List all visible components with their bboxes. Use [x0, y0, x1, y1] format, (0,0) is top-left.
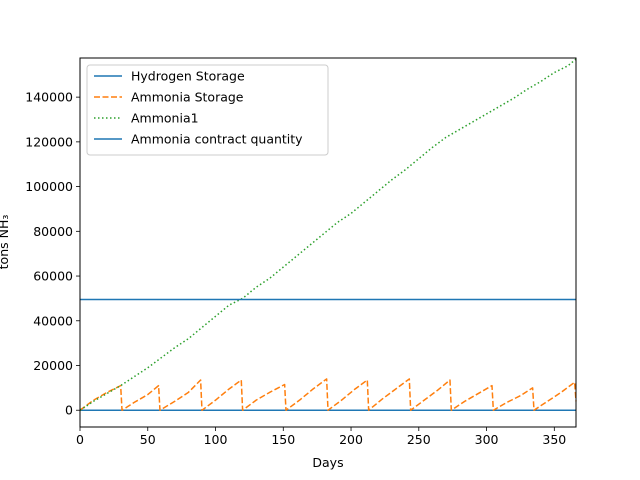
- series-layer: [79, 58, 577, 411]
- y-tick-label: 0: [65, 403, 73, 418]
- legend-label-4: Ammonia contract quantity: [131, 132, 303, 147]
- x-tick-label: 150: [271, 432, 295, 447]
- legend: Hydrogen Storage Ammonia Storage Ammonia1 A…: [86, 64, 329, 156]
- legend-label-1: Hydrogen Storage: [131, 69, 245, 84]
- x-tick-label: 350: [542, 432, 566, 447]
- legend-label-2: Ammonia Storage: [131, 90, 244, 105]
- x-tick-label: 50: [140, 432, 156, 447]
- x-tick-label: 300: [475, 432, 499, 447]
- x-axis-ticks: 0 50 100 150 200 250 300 350: [76, 427, 566, 447]
- x-tick-label: 0: [76, 432, 84, 447]
- y-axis-label: tons NH₃: [0, 215, 11, 270]
- y-tick-label: 80000: [33, 224, 73, 239]
- x-tick-label: 100: [204, 432, 228, 447]
- y-tick-label: 60000: [33, 269, 73, 284]
- x-tick-label: 200: [339, 432, 363, 447]
- series-line-2: [79, 378, 577, 411]
- legend-box: [86, 64, 329, 156]
- y-axis-ticks: 0 20000 40000 60000 80000 100000 120000 140000: [25, 90, 80, 418]
- y-tick-label: 20000: [33, 358, 73, 373]
- legend-label-3: Ammonia1: [131, 111, 199, 126]
- x-axis-label: Days: [312, 455, 343, 470]
- y-tick-label: 40000: [33, 313, 73, 328]
- y-tick-label: 140000: [25, 90, 73, 105]
- y-tick-label: 120000: [25, 134, 73, 149]
- y-tick-label: 100000: [25, 179, 73, 194]
- x-tick-label: 250: [407, 432, 431, 447]
- series-line-3: [79, 58, 577, 411]
- axes-frame: [79, 57, 577, 428]
- plot-area: [79, 57, 577, 428]
